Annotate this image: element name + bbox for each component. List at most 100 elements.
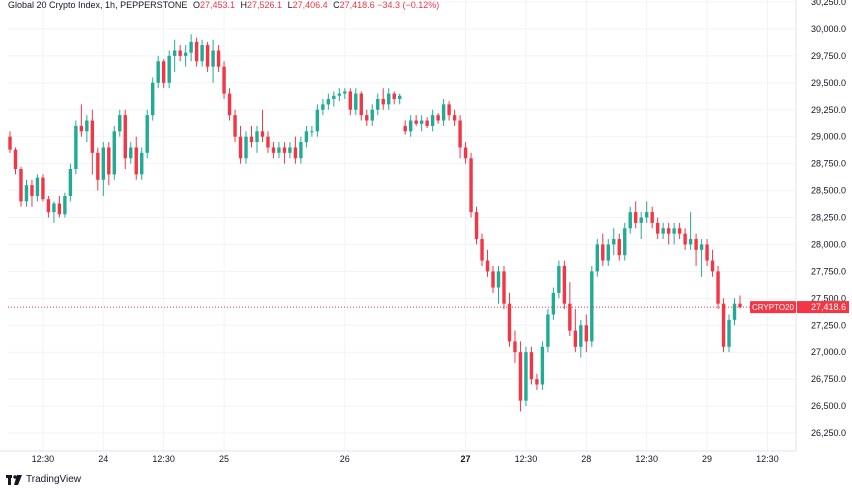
candle-body	[376, 98, 380, 110]
x-tick-label: 24	[98, 454, 108, 464]
candle-body	[260, 131, 265, 137]
candle-body	[485, 260, 490, 272]
footer-brand[interactable]: TradingView	[6, 474, 81, 485]
candle-body	[293, 147, 298, 159]
candle-body	[337, 93, 342, 96]
candle-body	[30, 185, 34, 196]
candle-body	[348, 91, 353, 110]
candle-body	[282, 147, 287, 153]
candle-body	[430, 115, 435, 126]
candle-body	[579, 325, 583, 347]
candle-body	[277, 147, 281, 153]
y-tick-label: 26,750.0	[811, 374, 846, 384]
candle-body	[134, 147, 138, 175]
candle-body	[414, 120, 418, 124]
candle-body	[584, 325, 589, 342]
y-tick-label: 29,500.0	[811, 78, 846, 88]
candle-body	[13, 149, 18, 170]
y-tick-label: 27,500.0	[811, 293, 846, 303]
candle-body	[255, 131, 259, 143]
candle-body	[151, 82, 155, 116]
candle-body	[650, 212, 654, 223]
candle-body	[387, 93, 391, 105]
candle-body	[74, 125, 78, 170]
candle-body	[612, 239, 616, 245]
candle-body	[392, 93, 396, 99]
axis-layer: 30,250.0 30,000.0 29,750.0 29,500.0 29,250.0…	[0, 0, 846, 464]
candle-body	[183, 52, 188, 56]
candle-body	[145, 115, 149, 153]
y-tick-label: 30,000.0	[811, 24, 846, 34]
grid-layer	[8, 0, 796, 451]
y-tick-label: 29,750.0	[811, 51, 846, 61]
candle-body	[107, 147, 111, 175]
candle-body	[79, 125, 84, 132]
candle-body	[332, 95, 336, 99]
low-value: 27,406.4	[292, 0, 328, 10]
candle-body	[677, 228, 682, 234]
candle-body	[458, 120, 462, 148]
candle-body	[491, 271, 495, 288]
candle-body	[562, 265, 567, 304]
candle-body	[85, 120, 89, 132]
candle-body	[403, 125, 407, 132]
y-tick-label: 28,500.0	[811, 186, 846, 196]
candle-body	[551, 292, 556, 315]
candle-body	[408, 120, 413, 132]
candle-body	[178, 50, 182, 56]
candle-body	[507, 303, 512, 342]
candle-body	[452, 115, 457, 121]
candle-body	[57, 203, 62, 215]
candle-body	[513, 341, 517, 353]
price-tag-bg	[797, 301, 849, 314]
tradingview-logo-icon	[6, 474, 22, 485]
candle-body	[705, 244, 709, 261]
candle-body	[222, 66, 226, 94]
candle-body	[271, 147, 276, 153]
candle-body	[326, 98, 331, 105]
candle-body	[211, 50, 215, 67]
candle-body	[167, 55, 171, 83]
symbol-tag-label: CRYPTO20	[752, 303, 794, 312]
candle-body	[24, 185, 29, 202]
candle-body	[480, 239, 484, 261]
candle-body	[502, 271, 506, 304]
candle-body	[52, 203, 56, 213]
candle-body	[688, 239, 693, 245]
candle-body	[227, 93, 232, 116]
candle-body	[321, 104, 325, 110]
candle-body	[590, 271, 594, 342]
candle-body	[46, 199, 51, 213]
candle-body	[68, 169, 73, 196]
candle-body	[672, 228, 676, 234]
candle-body	[244, 136, 248, 159]
candle-body	[354, 93, 358, 110]
candle-body	[463, 147, 468, 159]
candle-body	[644, 212, 649, 218]
candle-body	[299, 142, 303, 159]
candle-body	[359, 93, 363, 116]
candle-body	[189, 41, 193, 53]
x-tick-label: 27	[461, 454, 471, 464]
candle-body	[112, 131, 116, 175]
y-tick-label: 27,000.0	[811, 347, 846, 357]
y-tick-label: 28,750.0	[811, 159, 846, 169]
candle-body	[140, 152, 144, 175]
low-label: L	[287, 0, 293, 10]
candle-body	[41, 177, 45, 200]
candle-body	[628, 212, 632, 229]
candle-body	[238, 136, 243, 159]
y-tick-label: 27,250.0	[811, 320, 846, 330]
symbol-title[interactable]: Global 20 Crypto Index, 1h, PEPPERSTONE	[8, 0, 188, 10]
candle-body	[546, 314, 550, 347]
candle-body	[304, 131, 309, 143]
candle-body	[397, 95, 402, 99]
open-value: 27,453.1	[199, 0, 235, 10]
candle-body	[343, 91, 347, 94]
candle-body	[666, 228, 671, 234]
candle-body	[447, 104, 451, 116]
candle-body	[524, 352, 528, 401]
candle-body	[419, 120, 424, 124]
